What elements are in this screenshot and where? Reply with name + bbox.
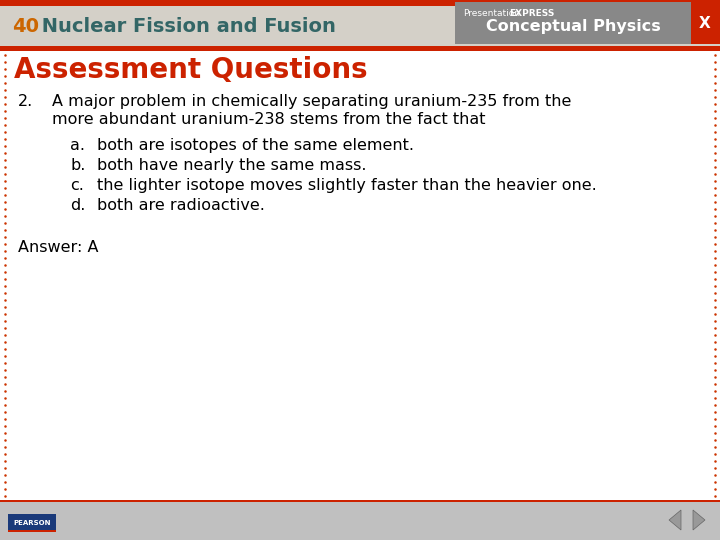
Bar <box>0 0 720 6</box>
Bar <box>0 500 720 540</box>
Bar <box>0 46 720 51</box>
Text: the lighter isotope moves slightly faster than the heavier one.: the lighter isotope moves slightly faste… <box>97 178 597 193</box>
Bar <box>0 51 720 500</box>
Text: b.: b. <box>70 158 86 173</box>
Bar <box>691 2 720 44</box>
Text: more abundant uranium-238 stems from the fact that: more abundant uranium-238 stems from the… <box>52 112 485 127</box>
Bar <box>8 530 56 532</box>
Text: X: X <box>699 16 711 30</box>
Text: both have nearly the same mass.: both have nearly the same mass. <box>97 158 366 173</box>
Text: 40: 40 <box>12 17 39 36</box>
Text: A major problem in chemically separating uranium-235 from the: A major problem in chemically separating… <box>52 94 572 109</box>
Text: both are isotopes of the same element.: both are isotopes of the same element. <box>97 138 414 153</box>
Text: 2.: 2. <box>18 94 33 109</box>
Text: Assessment Questions: Assessment Questions <box>14 56 368 84</box>
Text: a.: a. <box>70 138 85 153</box>
Bar <box>8 514 56 532</box>
Text: Answer: A: Answer: A <box>18 240 99 255</box>
Text: d.: d. <box>70 198 86 213</box>
Text: EXPRESS: EXPRESS <box>509 9 554 17</box>
Text: Conceptual Physics: Conceptual Physics <box>485 19 660 35</box>
Text: Nuclear Fission and Fusion: Nuclear Fission and Fusion <box>35 17 336 36</box>
Text: c.: c. <box>70 178 84 193</box>
Bar <box>0 0 720 46</box>
Polygon shape <box>693 510 705 530</box>
Text: Presentation: Presentation <box>463 9 520 17</box>
Bar <box>0 500 720 502</box>
Bar <box>455 2 691 44</box>
Text: both are radioactive.: both are radioactive. <box>97 198 265 213</box>
Text: PEARSON: PEARSON <box>13 520 50 526</box>
Polygon shape <box>669 510 681 530</box>
